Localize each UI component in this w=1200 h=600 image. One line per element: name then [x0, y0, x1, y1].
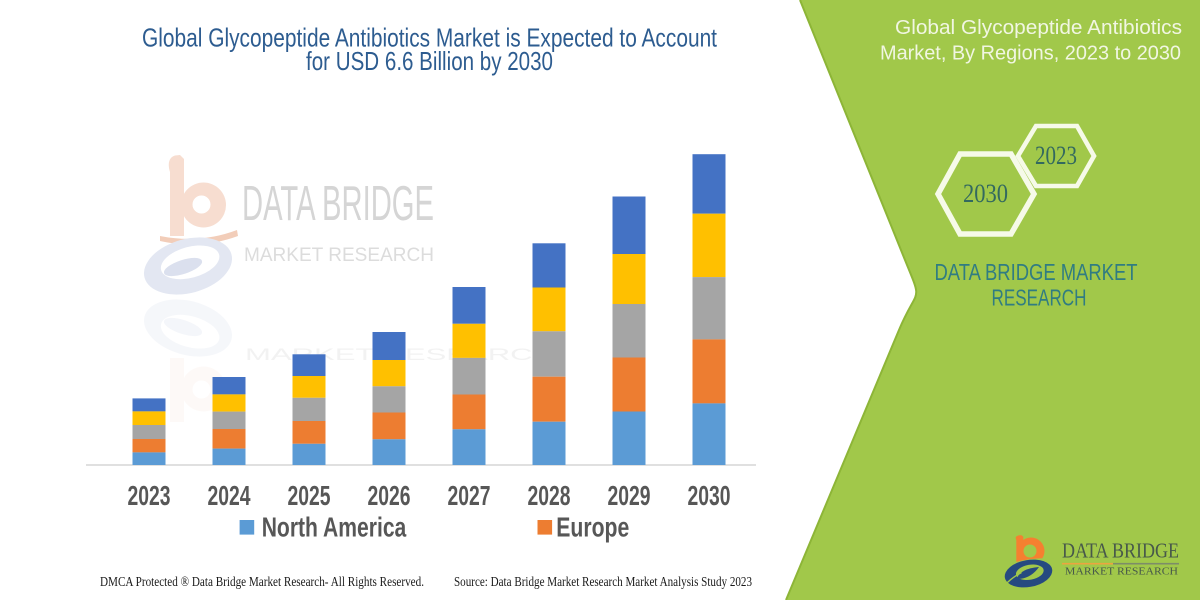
svg-text:2024: 2024	[208, 480, 251, 511]
svg-text:Europe: Europe	[556, 512, 629, 543]
svg-text:DATA BRIDGE: DATA BRIDGE	[242, 177, 434, 231]
svg-text:DMCA Protected ® Data Bridge M: DMCA Protected ® Data Bridge Market Rese…	[100, 575, 424, 590]
svg-text:2030: 2030	[688, 480, 731, 511]
svg-text:DATA BRIDGE MARKET: DATA BRIDGE MARKET	[935, 259, 1138, 285]
svg-text:Market, By Regions, 2023 to 20: Market, By Regions, 2023 to 2030	[880, 43, 1181, 65]
svg-text:2028: 2028	[528, 480, 571, 511]
svg-text:Global Glycopeptide Antibiotic: Global Glycopeptide Antibiotics	[895, 17, 1182, 39]
svg-text:2030: 2030	[963, 179, 1008, 208]
svg-text:North America: North America	[262, 512, 407, 543]
svg-text:Global Glycopeptide Antibiotic: Global Glycopeptide Antibiotics Market i…	[142, 23, 718, 53]
svg-text:2027: 2027	[448, 480, 491, 511]
svg-text:MARKET RESEARCH: MARKET RESEARCH	[1065, 566, 1178, 577]
svg-text:2023: 2023	[1035, 141, 1077, 170]
svg-text:RESEARCH: RESEARCH	[992, 285, 1087, 311]
svg-text:2026: 2026	[368, 480, 411, 511]
svg-text:MARKET RESEARCH: MARKET RESEARCH	[244, 245, 434, 266]
svg-text:2029: 2029	[608, 480, 651, 511]
svg-text:DATA BRIDGE: DATA BRIDGE	[1062, 539, 1179, 563]
svg-text:2023: 2023	[128, 480, 171, 511]
svg-text:for USD 6.6 Billion by 2030: for USD 6.6 Billion by 2030	[306, 46, 553, 76]
svg-text:2025: 2025	[288, 480, 331, 511]
svg-text:Source: Data Bridge Market Res: Source: Data Bridge Market Research Mark…	[454, 575, 752, 590]
